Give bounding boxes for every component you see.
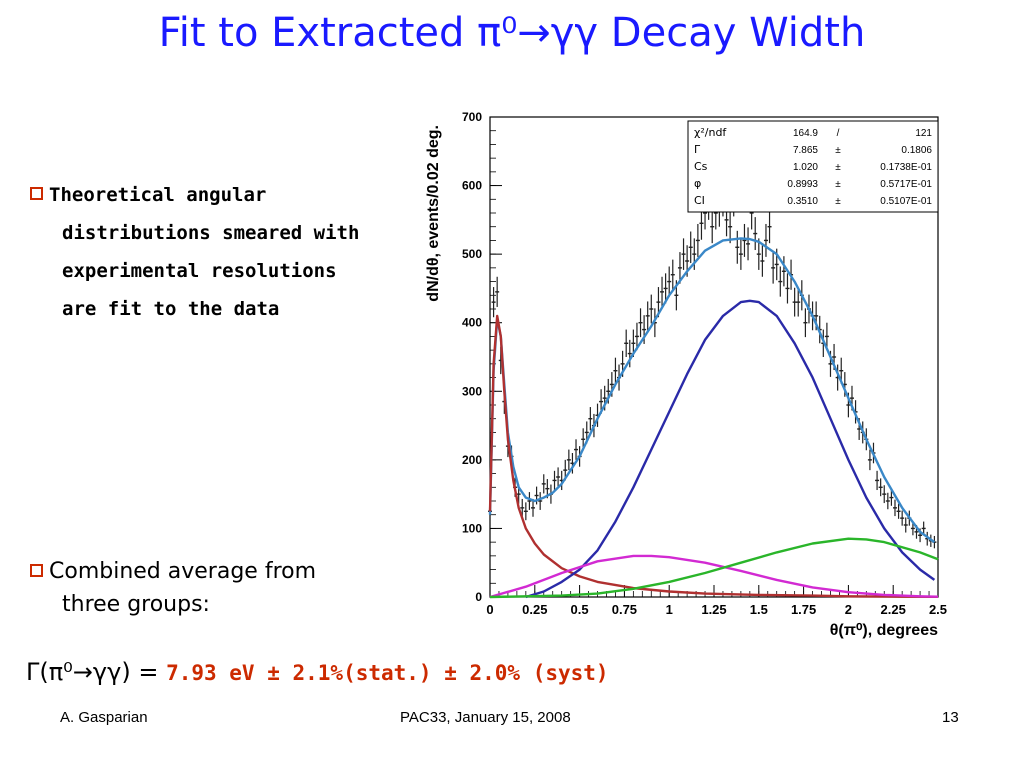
y-tick-label: 500 [462,247,482,261]
bullet-box-icon [30,187,43,200]
x-tick-label: 1.75 [791,602,816,617]
result-formula: Γ(π⁰→γγ) = 7.93 eV ± 2.1%(stat.) ± 2.0% … [26,658,609,686]
stats-value: 0.3510 [787,196,818,207]
stats-name: Cs [694,160,708,173]
stats-value: 164.9 [793,128,818,139]
x-tick-label: 2 [845,602,852,617]
page-title: Fit to Extracted π⁰→γγ Decay Width [158,10,866,56]
bullet-theoretical: Theoretical angular distributions smeare… [30,176,400,328]
bullet-box-icon [30,564,43,577]
bullet2-first-line: Combined average from [49,559,317,584]
stats-error: 121 [915,128,932,139]
stats-separator: / [837,128,840,139]
y-tick-label: 100 [462,521,482,535]
fit-curve [488,237,936,544]
stats-name: Γ [694,143,701,156]
bullet2-line: three groups: [62,592,210,617]
x-axis-label: θ(π⁰), degrees [830,622,938,639]
stats-error: 0.1738E-01 [880,162,932,173]
footer-page-number: 13 [942,709,959,726]
y-tick-label: 300 [462,384,482,398]
stats-name: φ [694,177,701,190]
bullet1-line: experimental resolutions [62,260,337,282]
footer-author: A. Gasparian [60,709,148,726]
x-tick-label: 2.5 [929,602,947,617]
stats-error: 0.5107E-01 [880,196,932,207]
fit-curve [488,314,939,598]
result-lhs: Γ(π⁰→γγ) = [26,658,159,686]
result-value: 7.93 eV ± 2.1%(stat.) ± 2.0% (syst) [166,661,609,685]
x-tick-label: 0.25 [522,602,547,617]
stats-error: 0.1806 [901,145,932,156]
fit-curve [525,299,936,599]
stats-separator: ± [835,162,841,173]
stats-name: χ²/ndf [694,126,727,139]
stats-value: 1.020 [793,162,818,173]
x-tick-label: 1.25 [701,602,726,617]
y-tick-label: 400 [462,316,482,330]
stats-separator: ± [835,196,841,207]
stats-box [687,120,939,213]
stats-value: 0.8993 [787,179,818,190]
stats-separator: ± [835,179,841,190]
x-tick-label: 0.75 [612,602,637,617]
x-tick-label: 0 [486,602,493,617]
y-tick-label: 600 [462,179,482,193]
x-tick-label: 1 [666,602,673,617]
stats-value: 7.865 [793,145,818,156]
y-tick-label: 700 [462,110,482,124]
y-tick-label: 0 [475,590,482,604]
fit-chart: 0 100 200 300 400 500 600 700 0 0.25 0.5 0.75 1 1.25 1… [425,110,947,639]
fit-curve [489,537,939,599]
y-tick-label: 200 [462,453,482,467]
x-tick-label: 1.5 [750,602,768,617]
stats-separator: ± [835,145,841,156]
fit-curve [489,554,939,599]
bullet1-line: are fit to the data [62,298,280,320]
bullet1-first-line: Theoretical angular [49,184,267,206]
footer-date: PAC33, January 15, 2008 [400,709,571,726]
x-tick-label: 0.5 [571,602,589,617]
bullet1-line: distributions smeared with [62,222,360,244]
x-tick-label: 2.25 [881,602,906,617]
bullet-combined: Combined average from three groups: [30,555,390,621]
y-axis-label: dN/dθ, events/0.02 deg. [425,125,442,302]
stats-name: CI [694,194,705,207]
stats-error: 0.5717E-01 [880,179,932,190]
